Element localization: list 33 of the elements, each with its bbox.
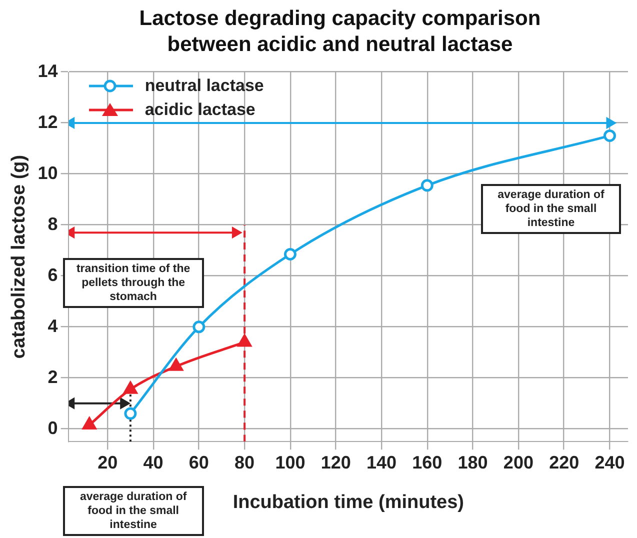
x-tick-label: 80	[234, 452, 255, 472]
x-tick-label: 20	[98, 452, 118, 472]
x-axis-title: Incubation time (minutes)	[232, 492, 464, 513]
x-tick-label: 180	[458, 452, 488, 472]
x-tick-label: 60	[188, 452, 209, 472]
legend-label: neutral lactase	[144, 76, 264, 96]
x-tick-label: 40	[143, 452, 164, 472]
annotation: transition time of the pellets through the stomach	[62, 258, 204, 308]
point	[124, 407, 137, 420]
x-tick-label: 240	[594, 452, 625, 472]
chart-title: Lactose degrading capacity comparison between acidic and neutral lactase	[138, 6, 542, 58]
point	[284, 248, 296, 260]
y-tick-label: 0	[48, 418, 58, 438]
x-tick-label: 220	[549, 452, 580, 472]
x-tick-label: 200	[503, 452, 534, 472]
annotation: average duration of food in the small intestine	[481, 184, 621, 234]
y-tick-label: 6	[48, 264, 58, 285]
x-tick-label: 160	[412, 452, 442, 472]
y-tick-label: 8	[48, 214, 58, 234]
x-tick-label: 100	[275, 452, 306, 472]
point	[603, 129, 616, 142]
point	[192, 320, 206, 334]
x-tick-label: 140	[366, 452, 397, 472]
y-tick-label: 10	[38, 162, 58, 183]
text: average duration of food in the small intestine	[62, 486, 204, 536]
legend-label: acidic lactase	[144, 100, 256, 120]
y-tick-label: 4	[48, 316, 58, 336]
y-axis-title: catabolized lactose (g)	[8, 154, 30, 359]
y-tick-label: 2	[48, 366, 58, 387]
x-tick-label: 120	[320, 452, 351, 472]
y-tick-label: 12	[38, 112, 58, 132]
y-tick-label: 14	[38, 60, 58, 81]
point	[420, 179, 434, 192]
